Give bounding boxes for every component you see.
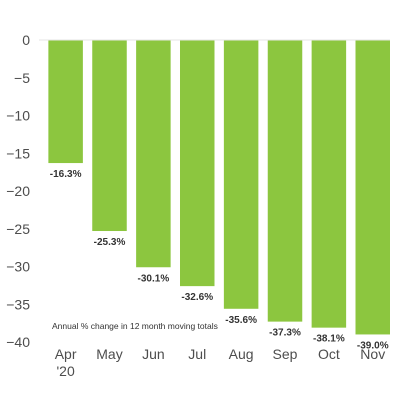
y-tick-label: −35 — [6, 296, 30, 312]
data-label: -39.0% — [357, 340, 389, 351]
x-tick-label: Nov — [360, 346, 385, 362]
y-tick-label: −25 — [6, 221, 30, 237]
y-tick-label: −5 — [14, 70, 30, 86]
y-tick-label: −30 — [6, 259, 30, 275]
x-tick-label: May — [96, 346, 122, 362]
data-label: -25.3% — [94, 237, 126, 248]
y-tick-label: 0 — [22, 32, 30, 48]
data-label: -32.6% — [181, 292, 213, 303]
bar — [92, 40, 127, 232]
data-label: -35.6% — [225, 315, 257, 326]
y-tick-label: −20 — [6, 183, 30, 199]
bar — [355, 40, 390, 335]
bar — [267, 40, 303, 322]
x-tick-label: Sep — [273, 346, 298, 362]
x-axis: Apr'20 May Jun Jul Aug Sep Oct Nov — [55, 346, 385, 379]
bar — [311, 40, 347, 328]
bar — [136, 40, 171, 268]
x-tick-label: Oct — [318, 346, 340, 362]
x-tick-label: Jun — [142, 346, 165, 362]
y-tick-label: −40 — [6, 334, 30, 350]
x-tick-label: Jul — [188, 346, 206, 362]
bar — [180, 40, 215, 287]
x-tick-label: Aug — [229, 346, 254, 362]
bar — [48, 40, 83, 164]
x-tick-label: Apr — [55, 346, 77, 362]
y-axis: 0 −5 −10 −15 −20 −25 −30 −35 −40 — [6, 32, 30, 350]
bar — [223, 40, 259, 309]
y-tick-label: −15 — [6, 145, 30, 161]
data-label: -30.1% — [138, 273, 170, 284]
data-label: -16.3% — [50, 169, 82, 180]
bars-group — [48, 40, 390, 335]
chart-annotation: Annual % change in 12 month moving total… — [52, 321, 218, 331]
data-label: -37.3% — [269, 328, 301, 339]
data-label: -38.1% — [313, 334, 345, 345]
y-tick-label: −10 — [6, 108, 30, 124]
x-tick-sublabel: '20 — [57, 363, 75, 379]
data-labels-group: -16.3% -25.3% -30.1% -32.6% -35.6% -37.3% -38.… — [50, 169, 389, 351]
